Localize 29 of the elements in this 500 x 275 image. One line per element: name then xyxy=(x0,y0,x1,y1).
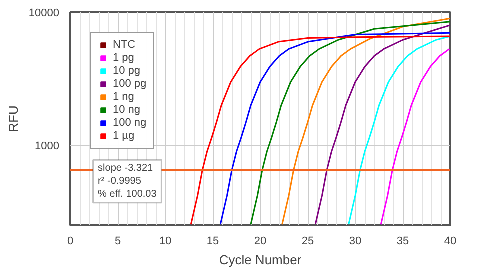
annotation: slope -3.321 xyxy=(98,163,154,174)
x-tick-label: 20 xyxy=(254,236,267,248)
line-series xyxy=(380,48,450,226)
annotation: % eff. 100.03 xyxy=(98,188,158,200)
legend-label: 1 ng xyxy=(113,91,134,103)
x-tick-label: 0 xyxy=(67,236,74,248)
line-series xyxy=(282,18,450,226)
line-series xyxy=(250,21,450,226)
x-tick-label: 5 xyxy=(114,236,122,248)
x-tick-label: 10 xyxy=(159,236,172,248)
legend-label: 100 ng xyxy=(113,117,147,129)
x-tick-label: 35 xyxy=(396,236,410,248)
legend-label: 10 pg xyxy=(113,65,141,77)
legend-label: 1 µg xyxy=(113,130,135,142)
y-tick-label: 10000 xyxy=(28,8,60,20)
legend-label: 1 pg xyxy=(113,52,134,64)
x-tick-label: 25 xyxy=(302,236,314,248)
line-series xyxy=(314,24,450,226)
legend-label: NTC xyxy=(113,39,136,51)
x-tick-label: 40 xyxy=(444,236,457,248)
x-axis-title: Cycle Number xyxy=(219,252,302,268)
legend-label: 100 pg xyxy=(113,78,147,90)
line-series xyxy=(348,36,450,226)
legend-label: 10 ng xyxy=(113,104,141,116)
y-axis-title: RFU xyxy=(6,106,21,132)
x-tick-label: 15 xyxy=(206,236,220,248)
x-tick-label: 30 xyxy=(349,236,362,248)
y-tick-label: 1000 xyxy=(35,140,60,153)
annotation: r² -0.9995 xyxy=(98,176,142,187)
